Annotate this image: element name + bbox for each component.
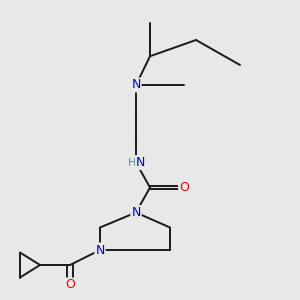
Text: O: O — [65, 278, 75, 292]
Text: O: O — [179, 181, 189, 194]
Text: N: N — [131, 79, 141, 92]
Text: N: N — [131, 206, 141, 219]
Text: H: H — [128, 158, 136, 167]
Text: N: N — [95, 244, 105, 256]
Text: N: N — [136, 156, 146, 169]
